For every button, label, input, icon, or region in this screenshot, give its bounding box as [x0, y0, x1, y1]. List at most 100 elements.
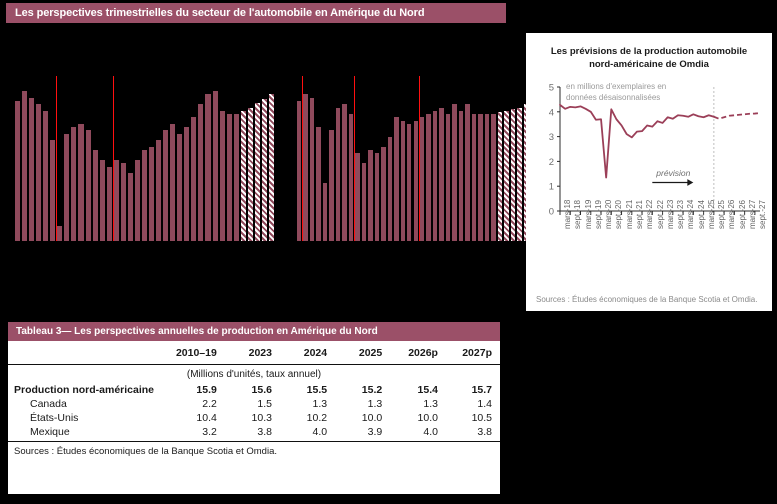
bar [133, 160, 140, 242]
table-col-header-2024: 2024 [277, 341, 334, 365]
table-col-header-2010–19: 2010–19 [167, 341, 223, 365]
history-line [559, 103, 715, 179]
bar [239, 110, 246, 242]
bar [425, 114, 431, 242]
bar-chart-marker-line [418, 76, 420, 242]
bar-chart-left-plot [14, 72, 274, 242]
y-axis-tick-label: 5 [549, 83, 554, 94]
x-axis-tick-label: sept.-24 [696, 200, 706, 229]
bar [148, 146, 155, 242]
bar [516, 107, 522, 242]
table-row: Production nord-américaine 15.9 15.6 15.5 15… [8, 383, 500, 397]
table-cell: 3.9 [367, 426, 383, 438]
x-axis-tick-label: mars-24 [686, 199, 696, 229]
bar [84, 130, 91, 242]
table-body: (Millions d'unités, taux annuel) Product… [8, 364, 500, 442]
table-col-header-2026p: 2026p [388, 341, 444, 365]
annual-production-table-card: Tableau 3— Les perspectives annuelles de… [8, 322, 500, 494]
table-cell: 3.2 [202, 426, 217, 438]
bar [522, 104, 528, 242]
table-cell: 15.4 [417, 384, 438, 396]
y-axis-tick-label: 4 [549, 107, 554, 118]
bar [91, 150, 98, 242]
bar [204, 94, 211, 242]
bar [503, 110, 509, 242]
units-note-line2: données désaisonnalisées [566, 93, 661, 102]
table-cell: 1.4 [477, 398, 492, 410]
table-cell: 1.5 [257, 398, 272, 410]
bar [386, 137, 393, 242]
forecast-line-svg: 0 1 2 3 4 5 [549, 83, 761, 218]
bar [253, 102, 260, 242]
bar [347, 114, 354, 242]
bar [438, 107, 444, 242]
x-axis-tick-label: sept.-20 [614, 200, 624, 229]
bar [119, 163, 126, 242]
forecast-arrow-head [687, 179, 694, 186]
x-axis-tick-label: mars-22 [645, 199, 655, 229]
bar [321, 182, 328, 242]
annual-production-table: 2010–19 2023 2024 2025 2026p 2027p (Millions … [8, 341, 500, 441]
bar [225, 114, 232, 242]
table-cell: 2.2 [202, 398, 217, 410]
y-axis-tick-label: 1 [549, 182, 554, 193]
bar [267, 94, 274, 242]
table-cell: 1.3 [312, 398, 328, 410]
bar [496, 112, 503, 242]
table-cell: 10.0 [417, 412, 438, 424]
x-axis-tick-label: sept.-21 [634, 200, 644, 229]
y-axis-tick-label: 2 [549, 157, 554, 168]
units-note-line1: en millions d'exemplaires en [566, 82, 667, 91]
x-axis-tick-label: sept.-25 [717, 200, 727, 229]
table-units-note: (Millions d'unités, taux annuel) [8, 364, 500, 383]
bar [197, 104, 204, 242]
x-axis-tick-label: mars-26 [727, 199, 737, 229]
table-cell: 15.2 [361, 384, 383, 396]
bar [470, 114, 477, 242]
forecast-chart-card: Les prévisions de la production automobi… [526, 33, 772, 311]
table-cell: 15.5 [306, 384, 328, 396]
x-axis-tick-label: mars-19 [583, 199, 593, 229]
x-axis-tick-label: sept.-23 [676, 200, 686, 229]
bar [218, 110, 225, 242]
x-axis-tick-label: sept.-26 [737, 200, 747, 229]
bar-chart-baseline [14, 241, 274, 242]
bar [308, 97, 315, 242]
bar [21, 91, 28, 242]
bar [296, 100, 302, 242]
table-header-row: 2010–19 2023 2024 2025 2026p 2027p [8, 341, 500, 365]
page-title-bar: Les perspectives trimestrielles du secte… [6, 3, 506, 23]
table-cell: 4.0 [312, 426, 328, 438]
table-row: États-Unis 10.4 10.3 10.2 10.0 10.0 10.5 [8, 411, 500, 425]
bar [360, 163, 367, 242]
bar [176, 133, 183, 242]
table-source: Sources : Études économiques de la Banqu… [8, 441, 500, 457]
table-cell: 10.5 [471, 412, 492, 424]
x-axis-tick-label: mars-21 [624, 199, 634, 229]
table-row-label: Mexique [30, 426, 70, 438]
bar [105, 166, 112, 242]
bar [42, 110, 49, 242]
bar [28, 97, 35, 242]
table-units-row: (Millions d'unités, taux annuel) [8, 364, 500, 383]
table-col-header-2027p: 2027p [443, 341, 500, 365]
forecast-chart-title: Les prévisions de la production automobi… [526, 33, 772, 71]
table-cell: 3.8 [257, 426, 272, 438]
bar [477, 114, 483, 242]
table-title: Tableau 3— Les perspectives annuelles de… [16, 326, 378, 337]
bar [246, 107, 253, 242]
bar [77, 123, 84, 242]
table-head: 2010–19 2023 2024 2025 2026p 2027p [8, 341, 500, 365]
x-axis-tick-label: sept.-27 [758, 200, 768, 229]
x-axis-tick-label: mars-23 [665, 199, 675, 229]
table-row: Canada 2.2 1.5 1.3 1.3 1.3 1.4 [8, 397, 500, 411]
y-axis-tick-label: 3 [549, 132, 554, 143]
bar [98, 160, 105, 242]
bar [380, 146, 386, 242]
table-row: Mexique 3.2 3.8 4.0 3.9 4.0 3.8 [8, 425, 500, 441]
x-axis-tick-label: sept.-18 [573, 200, 583, 229]
bar [70, 127, 77, 242]
forecast-chart-title-line2: nord-américaine de Omdia [589, 59, 709, 70]
bar [162, 130, 169, 242]
